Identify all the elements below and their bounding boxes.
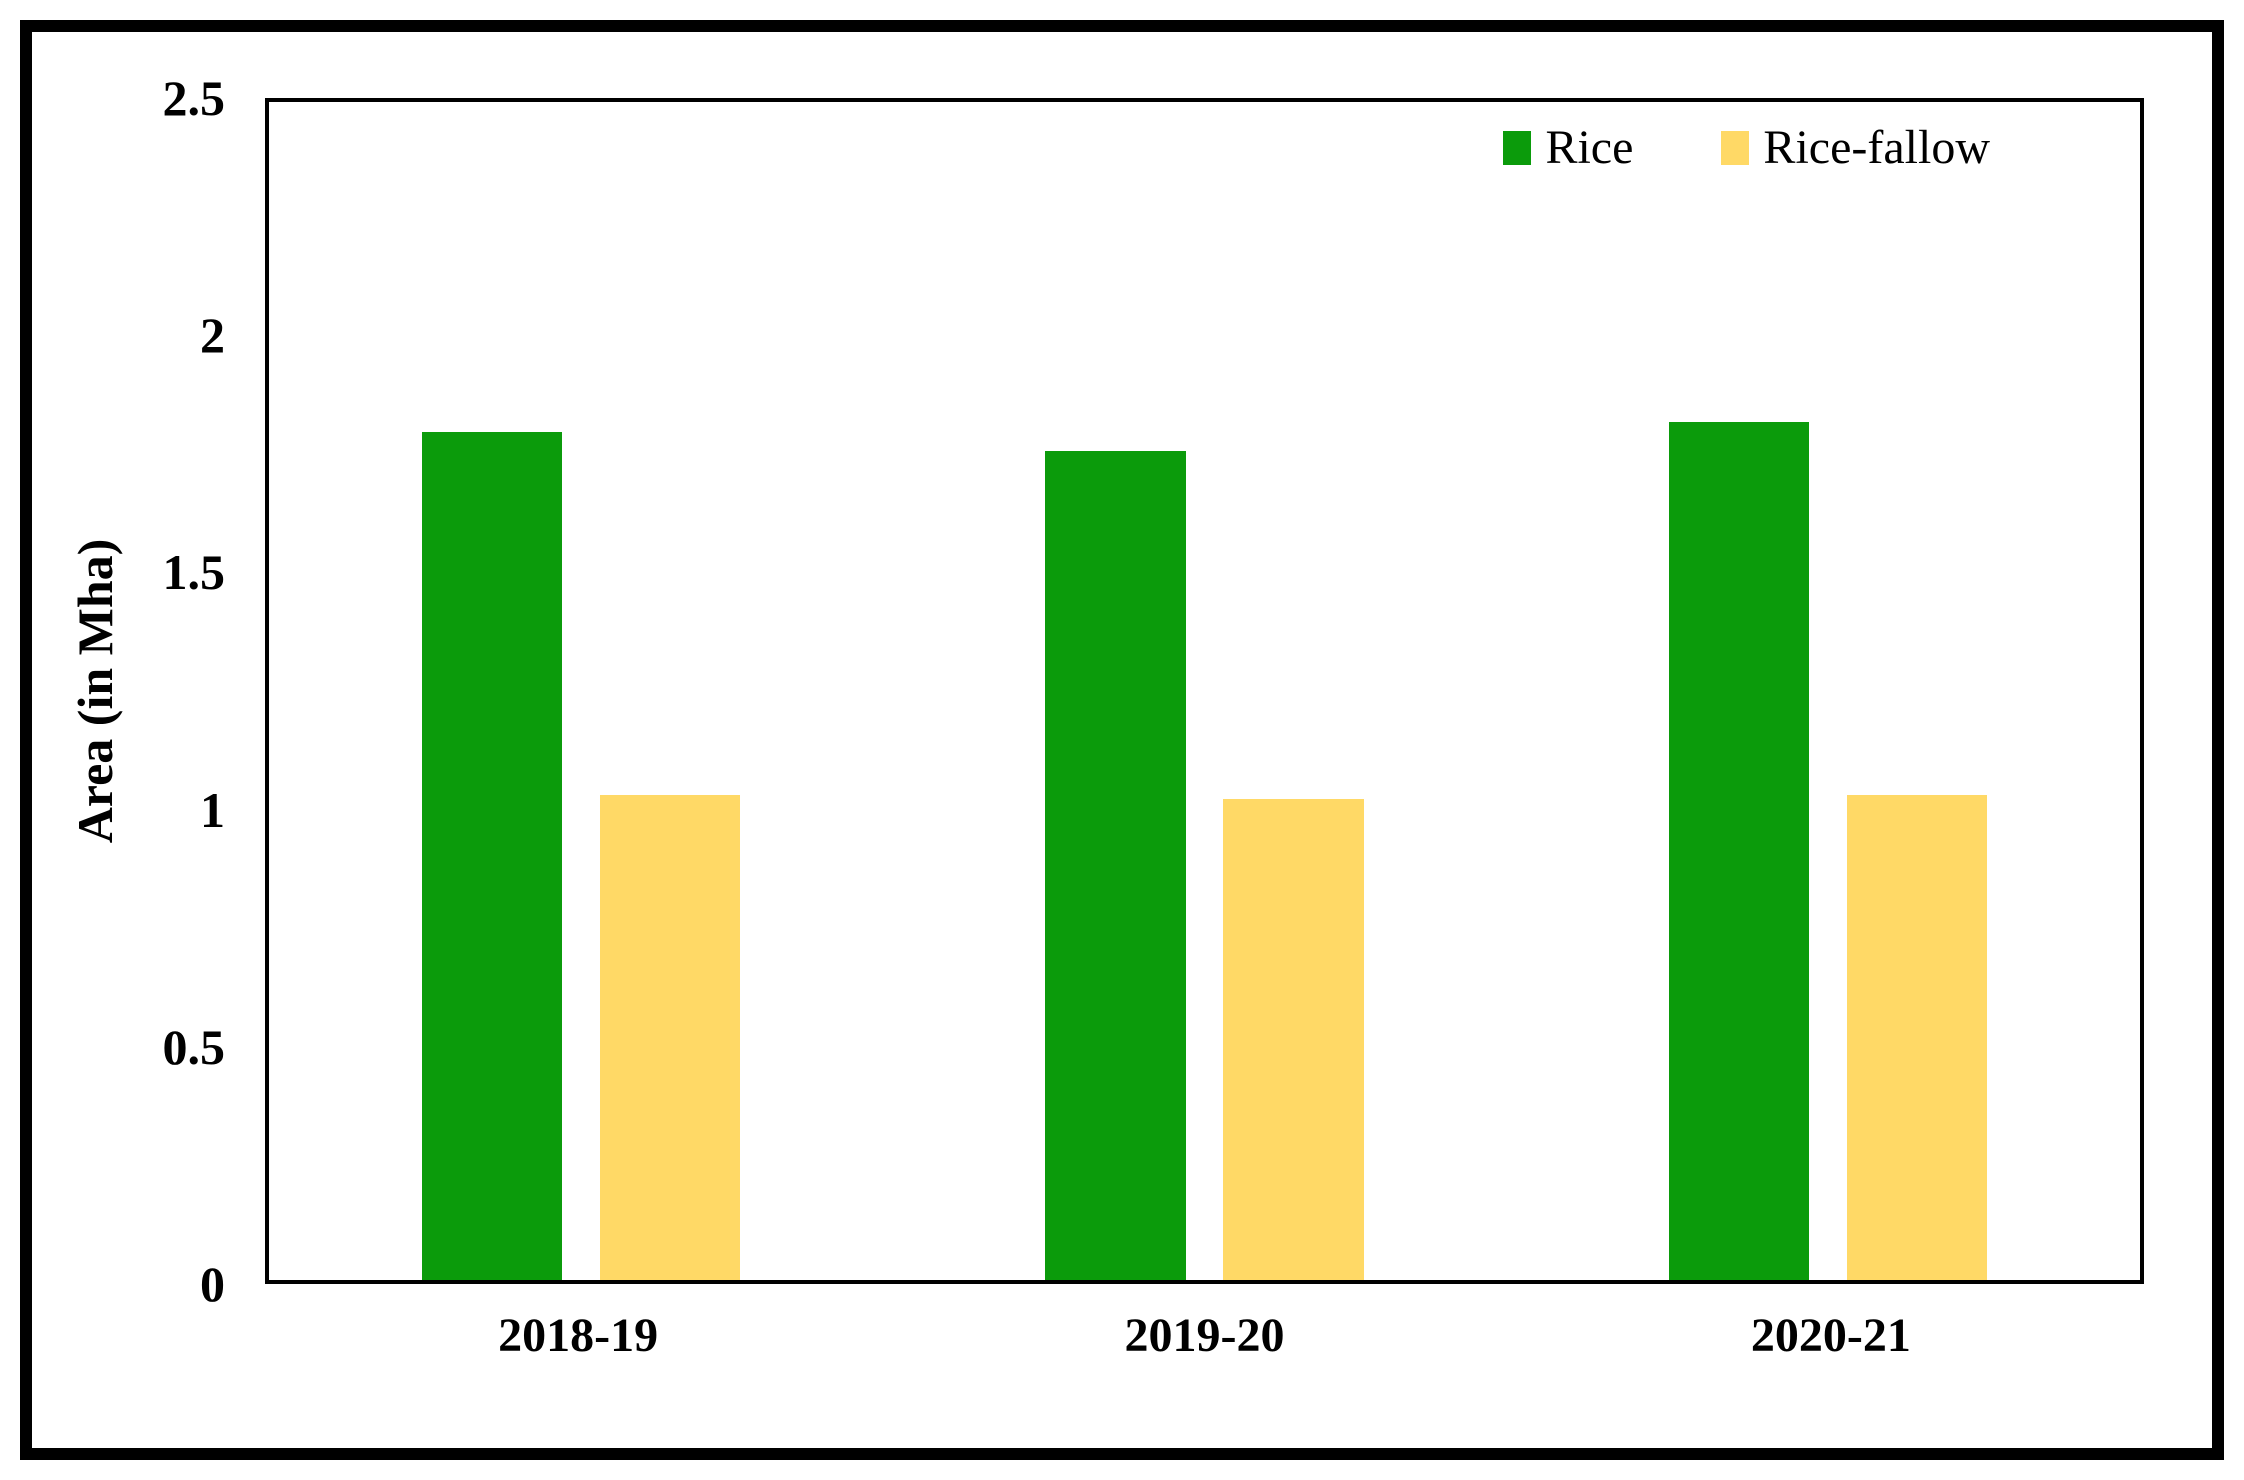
x-axis-labels: 2018-19 2019-20 2020-21 bbox=[0, 1312, 2244, 1372]
x-category-label: 2019-20 bbox=[1124, 1309, 1285, 1362]
y-tick-label: 0.5 bbox=[162, 1018, 226, 1075]
legend-swatch-rice bbox=[1503, 131, 1532, 165]
y-tick-label: 2.5 bbox=[162, 70, 226, 126]
bar-rice bbox=[1669, 422, 1810, 1280]
bar-rice-fallow bbox=[1223, 799, 1364, 1280]
y-axis-ticks: 0 0.5 1 1.5 2 2.5 bbox=[0, 0, 226, 1480]
legend-label-rice: Rice bbox=[1545, 121, 1634, 174]
legend-swatch-rice-fallow bbox=[1721, 131, 1750, 165]
bar-rice bbox=[1045, 450, 1186, 1280]
y-tick-label: 1.5 bbox=[162, 544, 226, 601]
y-tick-label: 1 bbox=[200, 781, 225, 838]
legend: Rice Rice-fallow bbox=[1503, 124, 1990, 172]
x-category-label: 2020-21 bbox=[1750, 1309, 1911, 1362]
x-category-label: 2018-19 bbox=[498, 1309, 659, 1362]
bar-rice bbox=[421, 431, 563, 1280]
legend-item-rice-fallow: Rice-fallow bbox=[1721, 124, 1990, 172]
y-tick-label: 2 bbox=[200, 307, 225, 364]
bar-rice-fallow bbox=[1846, 794, 1988, 1280]
plot-area: Rice Rice-fallow bbox=[265, 98, 2144, 1284]
legend-label-rice-fallow: Rice-fallow bbox=[1763, 121, 1990, 174]
legend-item-rice: Rice bbox=[1503, 124, 1633, 172]
y-tick-label: 0 bbox=[200, 1256, 225, 1312]
bar-rice-fallow bbox=[599, 794, 740, 1280]
